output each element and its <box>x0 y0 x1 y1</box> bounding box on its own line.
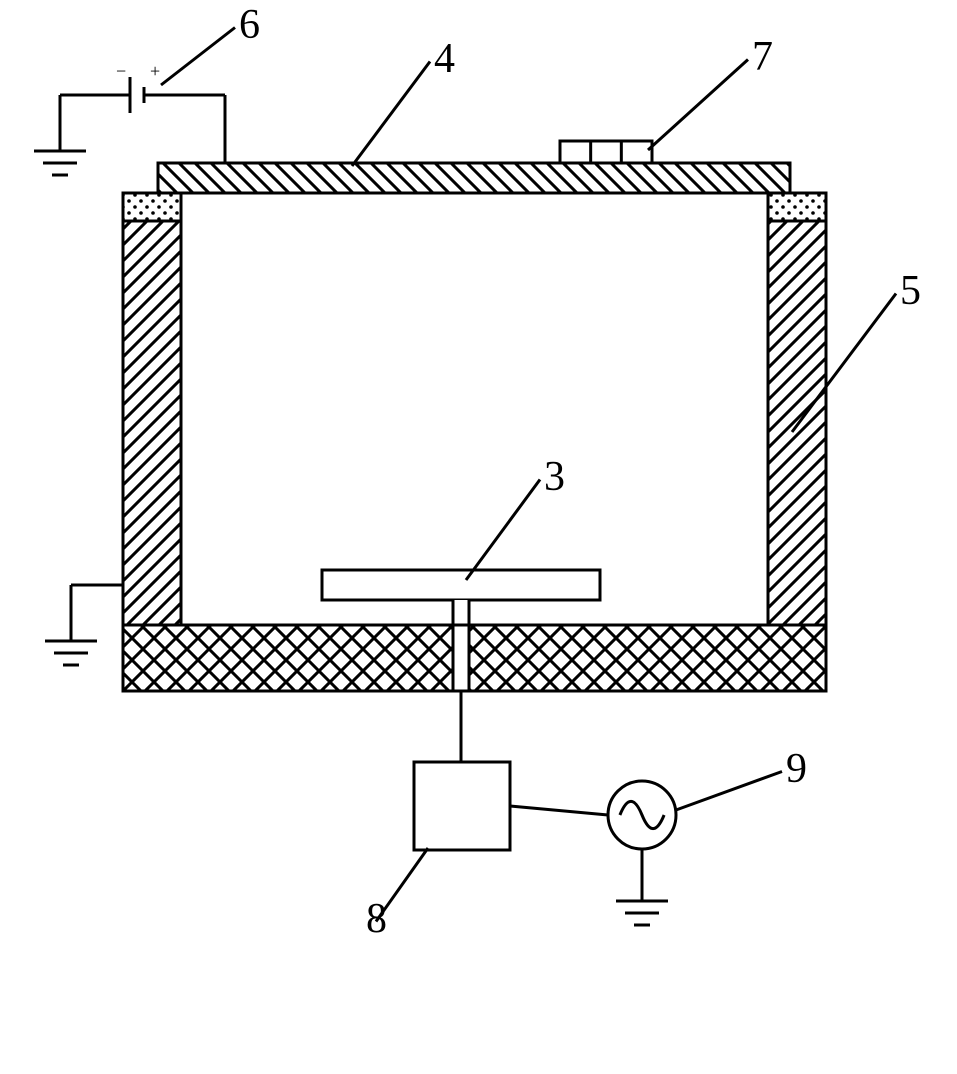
substrate-stage <box>322 570 600 600</box>
leader-9 <box>676 772 782 811</box>
dc-plus: + <box>150 61 160 81</box>
leader-4 <box>352 62 430 167</box>
chamber-side-wall-left <box>123 221 181 625</box>
label-9: 9 <box>786 746 807 792</box>
chamber-lid <box>158 163 790 193</box>
label-8: 8 <box>366 896 387 942</box>
leader-7 <box>648 60 748 151</box>
leader-6 <box>161 28 235 86</box>
label-5: 5 <box>900 268 921 314</box>
leader-3 <box>466 480 540 581</box>
label-4: 4 <box>434 36 455 82</box>
stage-stem-gap <box>453 600 469 691</box>
insulator-right <box>768 193 826 221</box>
label-3: 3 <box>544 454 565 500</box>
chamber-base <box>123 625 826 691</box>
schematic-diagram: + − 3 4 5 6 7 8 9 <box>0 0 957 1074</box>
rf-wire <box>510 806 608 815</box>
label-7: 7 <box>752 34 773 80</box>
top-port <box>560 141 652 163</box>
matching-network <box>414 762 510 850</box>
insulator-left <box>123 193 181 221</box>
dc-minus: − <box>116 61 126 81</box>
label-6: 6 <box>239 2 260 48</box>
